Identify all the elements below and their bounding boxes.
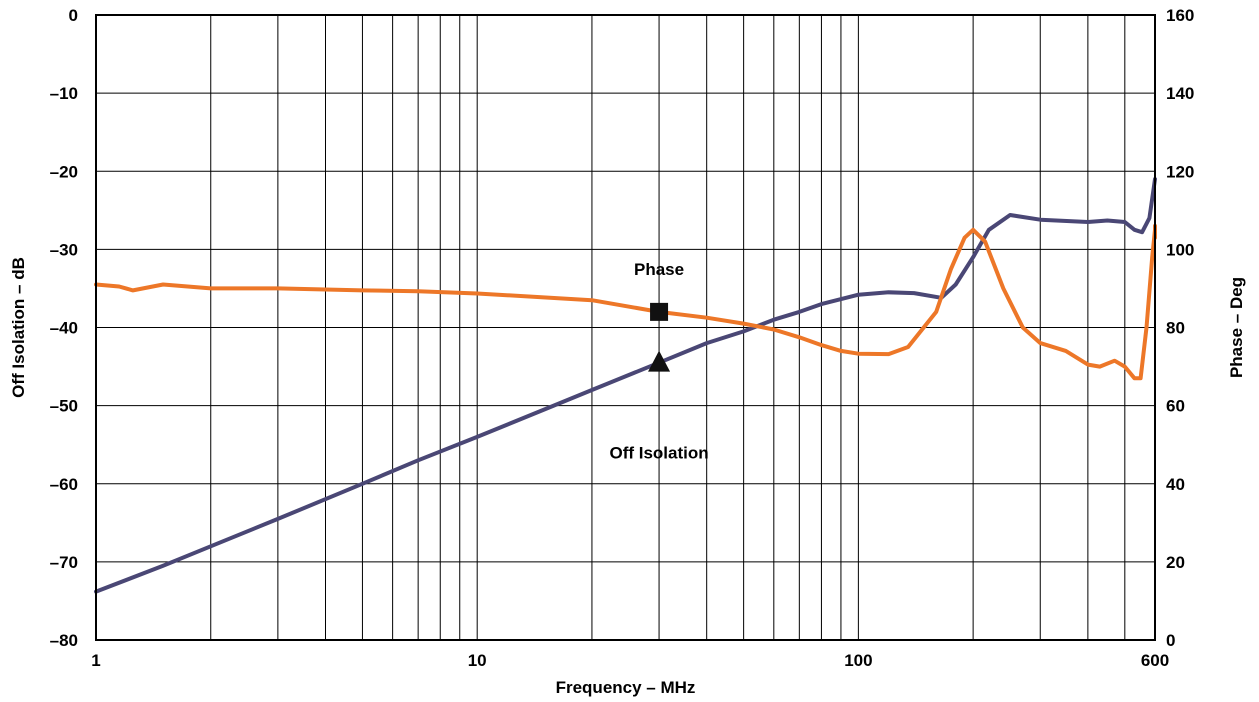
series-annotation: Phase xyxy=(634,260,684,279)
x-tick-label: 600 xyxy=(1141,651,1169,670)
y-axis-left-title: Off Isolation – dB xyxy=(9,257,28,398)
x-tick-label: 1 xyxy=(91,651,100,670)
phase-marker xyxy=(650,302,669,321)
x-axis-title: Frequency – MHz xyxy=(556,678,696,697)
y-left-tick-label: –30 xyxy=(50,240,78,259)
y-left-tick-label: –70 xyxy=(50,553,78,572)
series-annotation: Off Isolation xyxy=(609,444,708,463)
y-left-tick-label: –20 xyxy=(50,162,78,181)
markers xyxy=(648,302,671,372)
grid xyxy=(96,14,1155,641)
y-right-tick-label: 160 xyxy=(1166,6,1194,25)
y-left-tick-label: –50 xyxy=(50,397,78,416)
y-right-tick-label: 0 xyxy=(1166,631,1175,650)
y-left-tick-label: –60 xyxy=(50,475,78,494)
phase-line xyxy=(94,223,1157,381)
y-left-tick-label: –40 xyxy=(50,319,78,338)
y-left-tick-label: –10 xyxy=(50,84,78,103)
y-right-tick-label: 40 xyxy=(1166,475,1185,494)
x-tick-label: 100 xyxy=(844,651,872,670)
y-right-tick-label: 120 xyxy=(1166,162,1194,181)
series-layer xyxy=(94,177,1157,594)
y-right-tick-label: 80 xyxy=(1166,319,1185,338)
y-right-tick-label: 60 xyxy=(1166,397,1185,416)
y-left-tick-label: –80 xyxy=(50,631,78,650)
plot-frame xyxy=(95,14,1156,641)
y-right-tick-label: 20 xyxy=(1166,553,1185,572)
y-right-tick-label: 140 xyxy=(1166,84,1194,103)
off-isolation-line xyxy=(94,177,1157,594)
y-left-tick-label: 0 xyxy=(69,6,78,25)
off-isolation-marker xyxy=(648,350,671,372)
annotations: Phase Off Isolation xyxy=(609,260,708,463)
y-axis-right-title: Phase – Deg xyxy=(1227,277,1246,378)
y-right-tick-label: 100 xyxy=(1166,240,1194,259)
x-tick-label: 10 xyxy=(468,651,487,670)
